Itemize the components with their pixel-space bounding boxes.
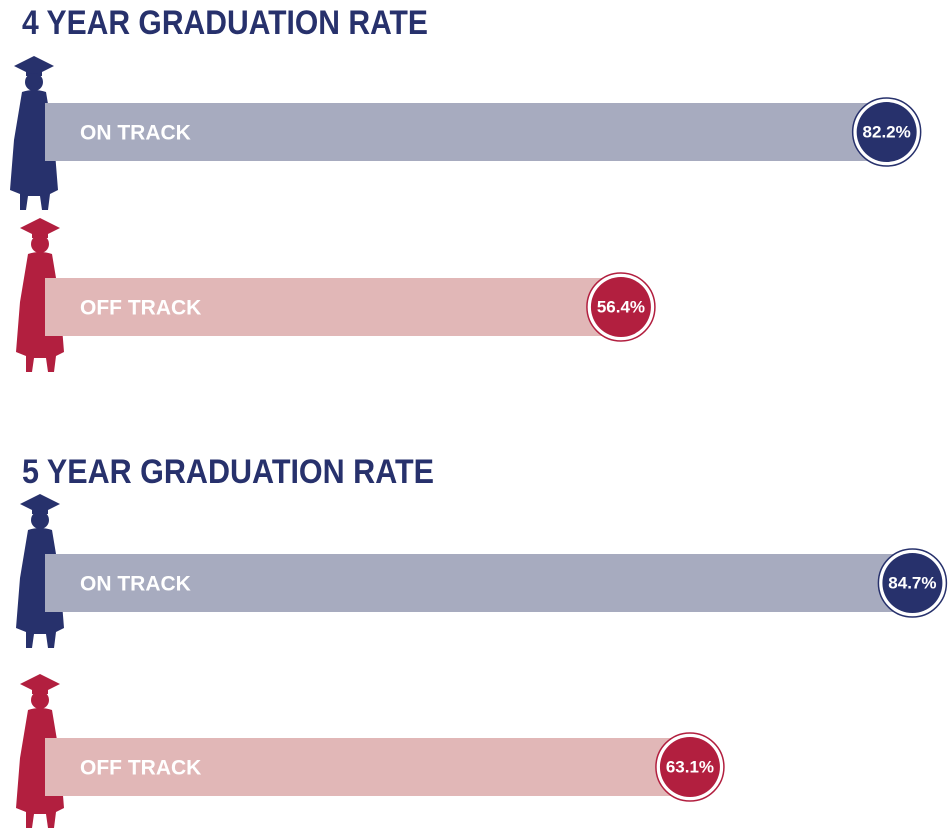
bar: [45, 738, 690, 796]
category-label: ON TRACK: [80, 122, 191, 145]
value-label: 84.7%: [888, 573, 936, 592]
value-badge: [590, 277, 651, 337]
bar: [45, 278, 621, 336]
category-label: ON TRACK: [80, 573, 191, 596]
value-label: 63.1%: [666, 757, 714, 776]
chart-title: 4 YEAR GRADUATION RATE: [22, 4, 428, 42]
category-label: OFF TRACK: [80, 757, 201, 780]
value-label: 56.4%: [597, 297, 645, 316]
bar: [45, 554, 913, 612]
value-label: 82.2%: [863, 122, 911, 141]
bar: [45, 103, 887, 161]
chart-title: 5 YEAR GRADUATION RATE: [22, 453, 434, 491]
category-label: OFF TRACK: [80, 297, 201, 320]
value-badge: [856, 102, 917, 162]
value-badge: [659, 737, 720, 797]
value-badge: [882, 553, 943, 613]
